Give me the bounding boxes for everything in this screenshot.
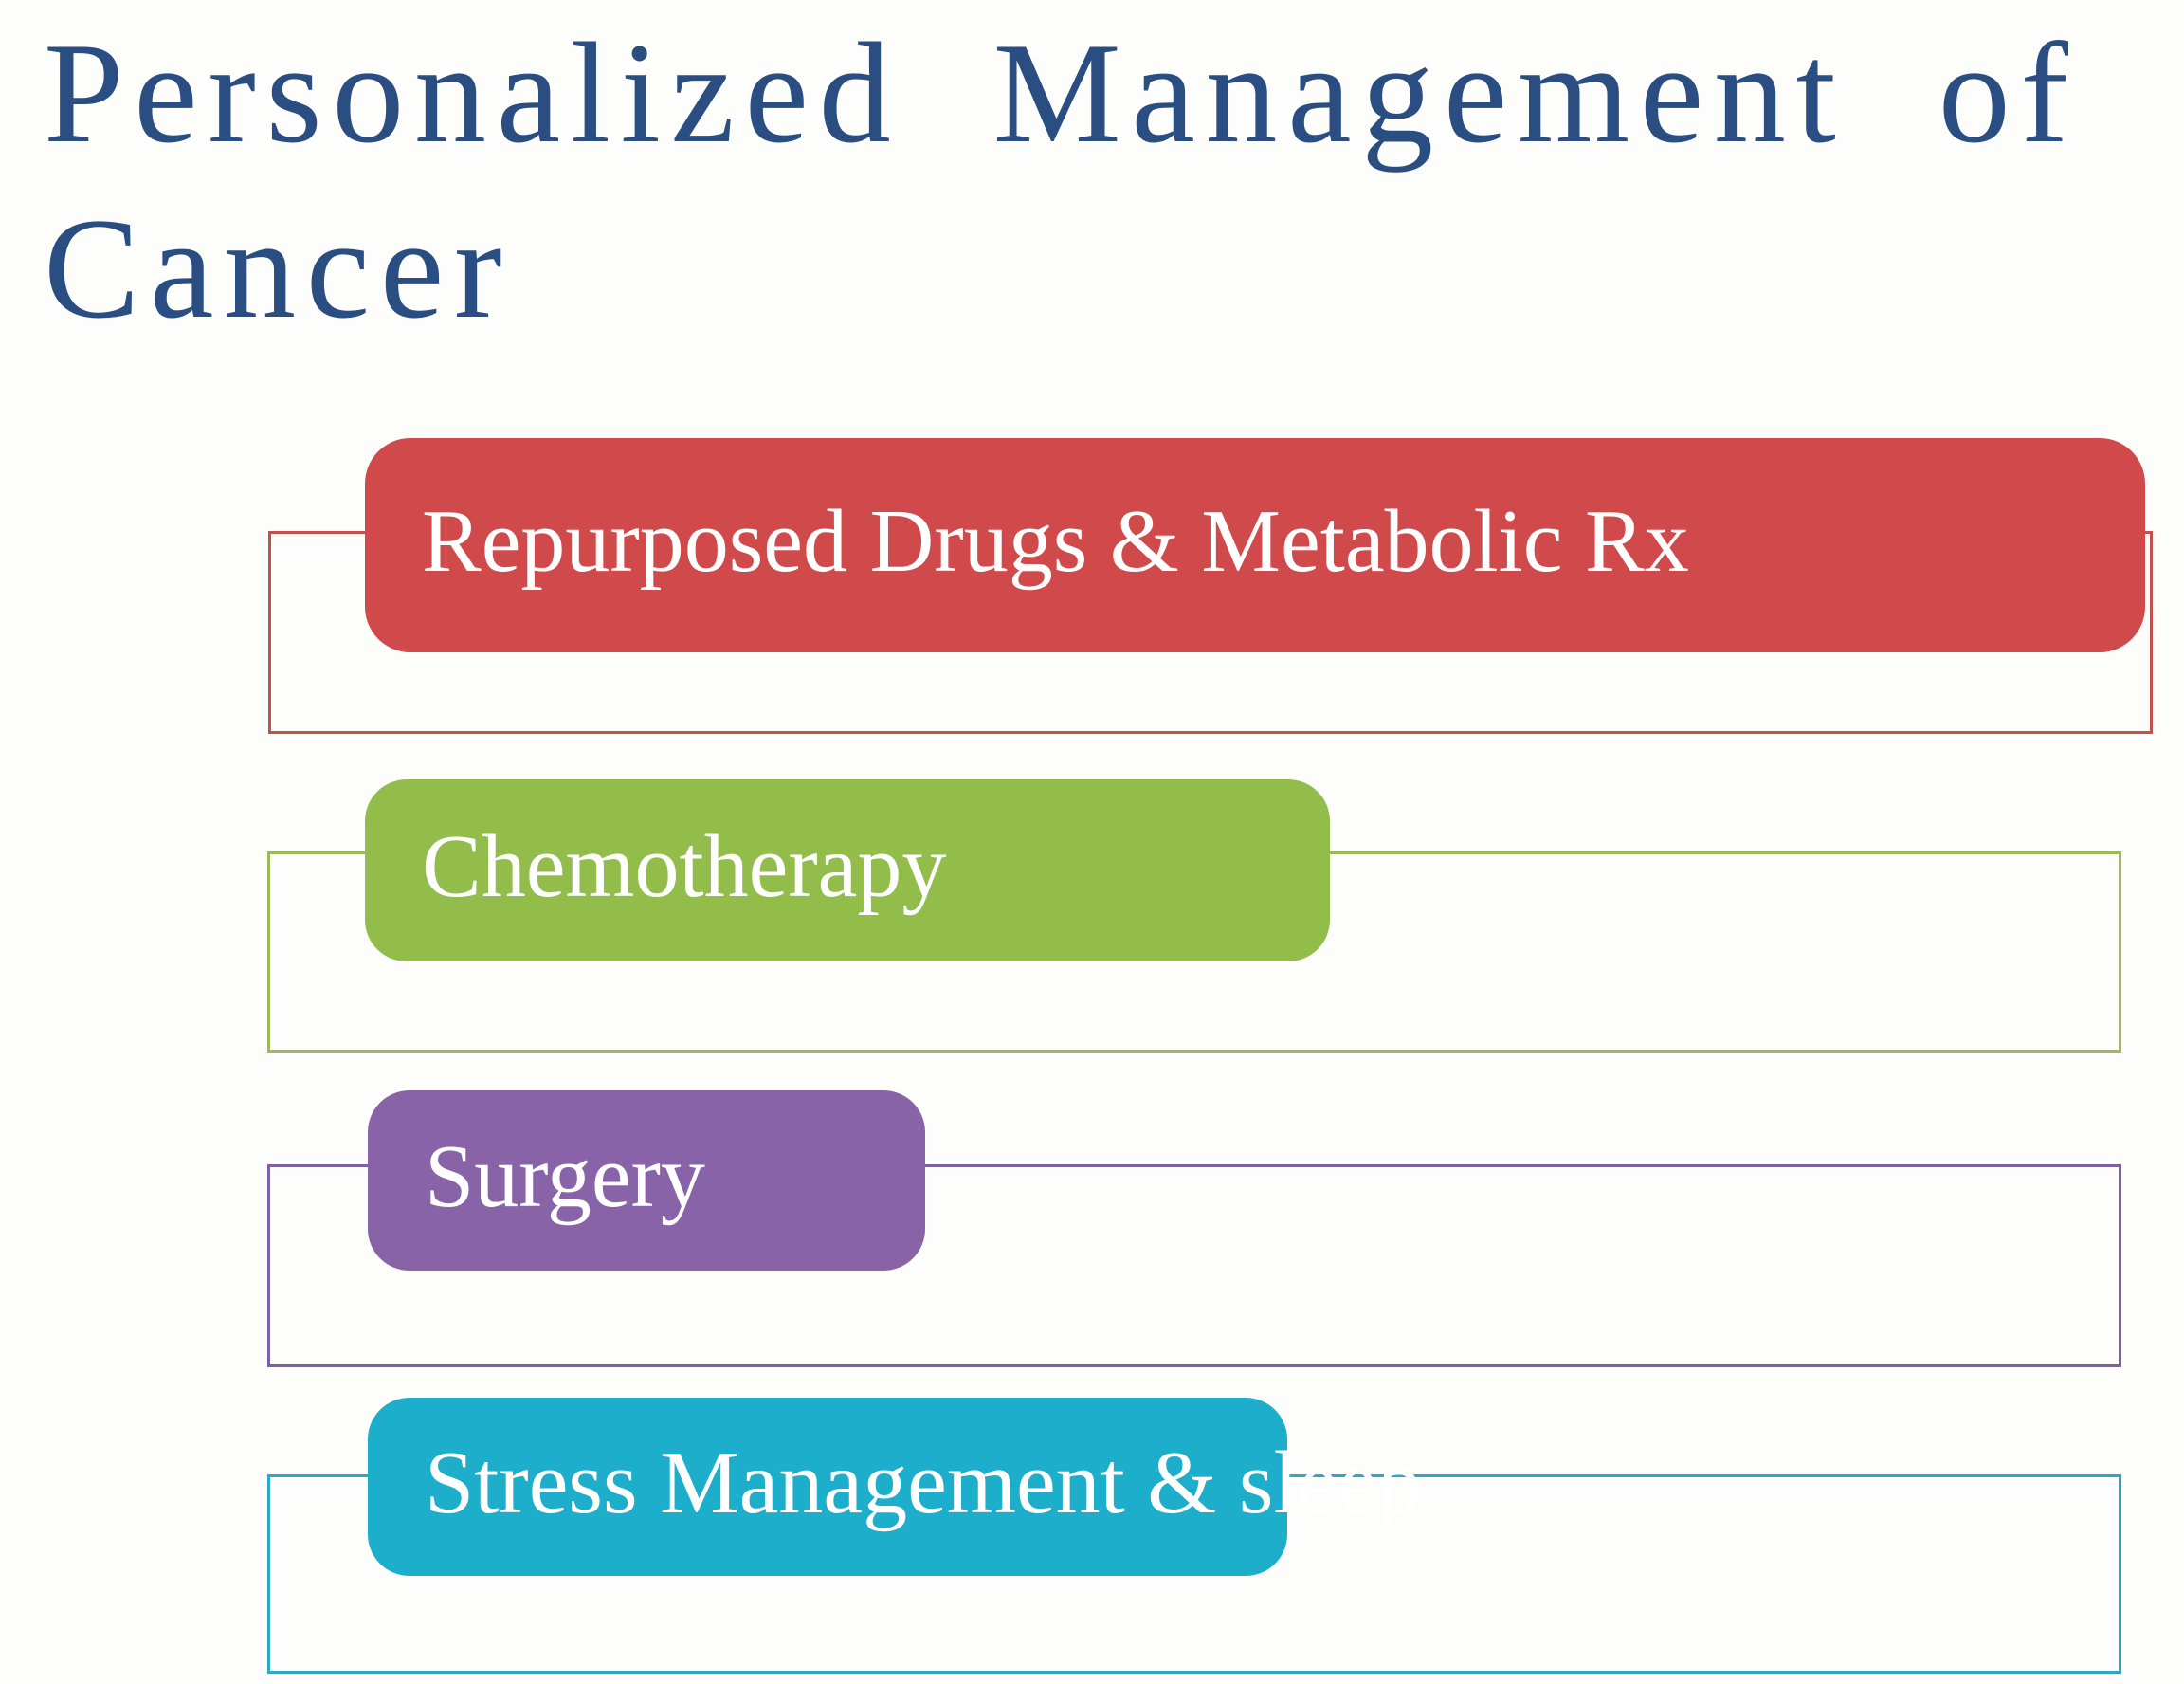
item-pill: Surgery xyxy=(368,1090,925,1271)
item-pill: Stress Management & sleep xyxy=(368,1398,1422,1576)
item-label: Surgery xyxy=(425,1127,705,1226)
item-pill: Repurposed Drugs & Metabolic Rx xyxy=(365,438,2145,652)
item-pill: Chemotherapy xyxy=(365,779,1330,961)
item-label: Repurposed Drugs & Metabolic Rx xyxy=(422,492,1689,591)
item-label: Stress Management & sleep xyxy=(425,1434,1423,1532)
slide-title: Personalized Management of Cancer xyxy=(44,13,2079,349)
item-label: Chemotherapy xyxy=(422,817,947,916)
item-outline-panel xyxy=(267,1164,2121,1367)
